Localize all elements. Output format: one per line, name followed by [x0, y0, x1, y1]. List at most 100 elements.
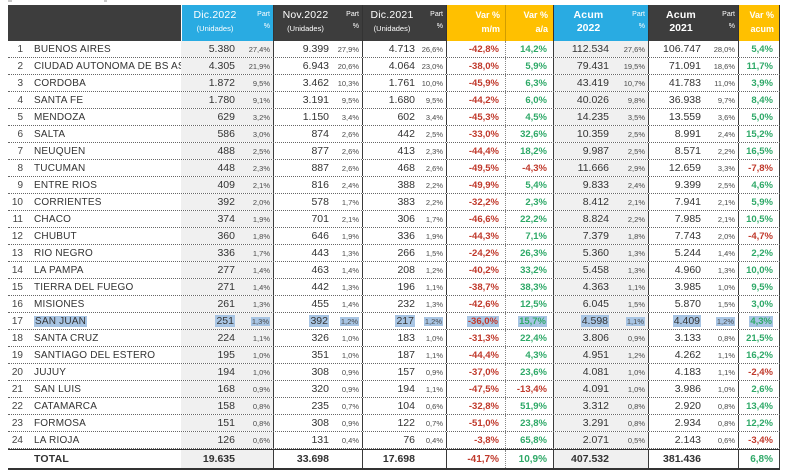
cell-var-mm: -33,0% [446, 126, 505, 142]
table-row[interactable]: 8 TUCUMAN 448 2,3% 887 2,6% 468 2,6% -49… [8, 160, 780, 177]
table-header: Dic.2022 (Unidades) Part% Nov.2022 (Unid… [8, 5, 780, 41]
cell-dic2021-part: 9,5% [425, 95, 443, 105]
cell-var-acum: 11,7% [738, 58, 780, 74]
cell-acum2022-part: 10,7% [614, 75, 648, 91]
cell-nov2022: 646 [273, 228, 334, 244]
cell-var-mm: -44,3% [446, 228, 505, 244]
table-row[interactable]: 24 LA RIOJA 126 0,6% 131 0,4% 76 0,4% -3… [8, 432, 780, 449]
cell-var-acum: 16,5% [738, 143, 780, 159]
cell-acum2022-part: 2,4% [614, 177, 648, 193]
cell-var-acum: -7,8% [738, 160, 780, 176]
table-row[interactable]: 4 SANTA FE 1.780 9,1% 3.191 9,5% 1.680 9… [8, 92, 780, 109]
cell-dic2022: 336 [181, 245, 240, 261]
table-row[interactable]: 10 CORRIENTES 392 2,0% 578 1,7% 383 2,2%… [8, 194, 780, 211]
cell-var-aa: 32,6% [505, 126, 553, 142]
cell-dic2021: 4.064 [362, 58, 420, 74]
cell-var-mm: -51,0% [446, 415, 505, 431]
cell-var-aa: 7,1% [505, 228, 553, 244]
cell-nov2022: 235 [273, 398, 334, 414]
cell-nov2022-part: 1,7% [341, 197, 359, 207]
row-number: 13 [11, 247, 23, 259]
cell-dic2022-part: 1,8% [240, 228, 273, 244]
col-header-var-mm[interactable]: Var % m/m [446, 5, 505, 41]
cell-acum2021: 7.985 [648, 211, 706, 227]
cell-var-aa: 2,3% [505, 194, 553, 210]
col-header-dic2021[interactable]: Dic.2021 (Unidades) Part% [362, 5, 446, 41]
col-title: Acum [666, 9, 696, 21]
cell-acum2022: 43.419 [553, 75, 614, 91]
cell-dic2021-part: 0,6% [425, 401, 443, 411]
cell-nov2022: 351 [273, 347, 334, 363]
table-row[interactable]: 15 TIERRA DEL FUEGO 271 1,4% 442 1,3% 19… [8, 279, 780, 296]
col-header-acum2022[interactable]: Acum 2022 Part% [553, 5, 648, 41]
cell-acum2021-part: 11,0% [714, 78, 735, 88]
row-number: 7 [17, 145, 23, 157]
table-row[interactable]: 23 FORMOSA 151 0,8% 308 0,9% 122 0,7% -5… [8, 415, 780, 432]
table-row[interactable]: 17 SAN JUAN 251 1,3% 392 1,2% 217 1,2% -… [8, 313, 780, 330]
cell-dic2022: 374 [181, 211, 240, 227]
table-row[interactable]: 9 ENTRE RIOS 409 2,1% 816 2,4% 388 2,2% … [8, 177, 780, 194]
table-row[interactable]: 20 JUJUY 194 1,0% 308 0,9% 157 0,9% -37,… [8, 364, 780, 381]
cell-nov2022-part: 2,1% [341, 214, 359, 224]
cell-nov2022: 3.462 [273, 75, 334, 91]
col-header-part: Part% [632, 11, 645, 30]
table-row[interactable]: 14 LA PAMPA 277 1,4% 463 1,4% 208 1,2% -… [8, 262, 780, 279]
cell-acum2021: 5.244 [648, 245, 706, 261]
table-row[interactable]: 5 MENDOZA 629 3,2% 1.150 3,4% 602 3,4% -… [8, 109, 780, 126]
row-number: 21 [11, 383, 23, 395]
total-nov2022: 33.698 [273, 450, 334, 468]
cell-nov2022-part: 20,6% [337, 61, 359, 71]
col-header-acum2021[interactable]: Acum 2021 Part% [648, 5, 738, 41]
table-row[interactable]: 22 CATAMARCA 158 0,8% 235 0,7% 104 0,6% … [8, 398, 780, 415]
cell-var-mm: -42,6% [446, 296, 505, 312]
cell-acum2022-part: 2,5% [614, 143, 648, 159]
table-row[interactable]: 19 SANTIAGO DEL ESTERO 195 1,0% 351 1,0%… [8, 347, 780, 364]
cell-dic2021: 468 [362, 160, 420, 176]
cell-var-acum: -2,4% [738, 364, 780, 380]
cell-dic2021-part: 2,5% [425, 129, 443, 139]
cell-dic2021: 232 [362, 296, 420, 312]
province-name: CORRIENTES [34, 196, 102, 208]
table-row[interactable]: 2 CIUDAD AUTONOMA DE BS AS 4.305 21,9% 6… [8, 58, 780, 75]
cell-var-acum: 5,4% [738, 41, 780, 57]
cell-dic2021-part: 0,7% [425, 418, 443, 428]
province-name: BUENOS AIRES [34, 43, 111, 55]
table-row[interactable]: 21 SAN LUIS 168 0,9% 320 0,9% 194 1,1% -… [8, 381, 780, 398]
cell-var-aa: 5,9% [505, 58, 553, 74]
cell-acum2022-part: 1,1% [614, 279, 648, 295]
cell-var-acum: 5,9% [738, 194, 780, 210]
cell-dic2021-part: 2,2% [425, 180, 443, 190]
col-header-var-acum[interactable]: Var % acum [738, 5, 780, 41]
cell-dic2021-part: 10,0% [421, 78, 443, 88]
cell-var-acum: 10,5% [738, 211, 780, 227]
table-row[interactable]: 16 MISIONES 261 1,3% 455 1,4% 232 1,3% -… [8, 296, 780, 313]
table-row[interactable]: 7 NEUQUEN 488 2,5% 877 2,6% 413 2,3% -44… [8, 143, 780, 160]
cell-nov2022: 3.191 [273, 92, 334, 108]
cell-acum2022-part: 1,8% [614, 228, 648, 244]
table-row[interactable]: 11 CHACO 374 1,9% 701 2,1% 306 1,7% -46,… [8, 211, 780, 228]
cell-dic2021: 383 [362, 194, 420, 210]
cell-dic2022: 158 [181, 398, 240, 414]
cell-nov2022: 701 [273, 211, 334, 227]
province-name: ENTRE RIOS [34, 179, 98, 191]
col-header-var-aa[interactable]: Var % a/a [505, 5, 553, 41]
cell-var-acum: 3,9% [738, 75, 780, 91]
table-row[interactable]: 3 CORDOBA 1.872 9,5% 3.462 10,3% 1.761 1… [8, 75, 780, 92]
table-row[interactable]: 12 CHUBUT 360 1,8% 646 1,9% 336 1,9% -44… [8, 228, 780, 245]
cell-var-mm: -24,2% [446, 245, 505, 261]
col-header-nov2022[interactable]: Nov.2022 (Unidades) Part% [273, 5, 362, 41]
cell-dic2021-part: 2,6% [425, 163, 443, 173]
cell-var-aa: 6,0% [505, 92, 553, 108]
cell-acum2021: 4.960 [648, 262, 706, 278]
cell-acum2022: 8.824 [553, 211, 614, 227]
col-header-dic2022[interactable]: Dic.2022 (Unidades) Part% [181, 5, 273, 41]
cell-acum2022: 4.951 [553, 347, 614, 363]
cell-acum2021-part: 1,0% [717, 384, 735, 394]
cell-dic2021-part: 2,2% [425, 197, 443, 207]
cell-dic2022-part: 1,4% [240, 279, 273, 295]
table-row[interactable]: 6 SALTA 586 3,0% 874 2,6% 442 2,5% -33,0… [8, 126, 780, 143]
cell-var-acum: 10,0% [738, 262, 780, 278]
table-row[interactable]: 13 RIO NEGRO 336 1,7% 443 1,3% 266 1,5% … [8, 245, 780, 262]
table-row[interactable]: 18 SANTA CRUZ 224 1,1% 326 1,0% 183 1,0%… [8, 330, 780, 347]
table-row[interactable]: 1 BUENOS AIRES 5.380 27,4% 9.399 27,9% 4… [8, 41, 780, 58]
